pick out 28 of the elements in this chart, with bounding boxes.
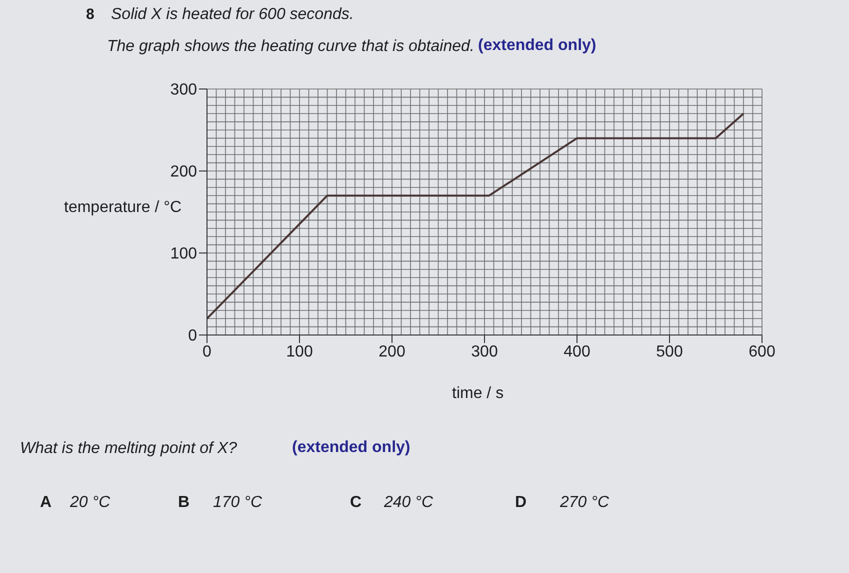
text: (extended only) [478,37,596,55]
x-tick-label: 600 [748,343,776,360]
chart-title: Solid X is heated for 600 seconds. [111,6,354,24]
x-tick-label: 300 [471,343,498,360]
x-axis-title: time / s [452,385,504,403]
text: 270 °C [560,494,610,512]
x-tick-label: 500 [656,343,683,360]
text: 240 °C [384,494,434,512]
text: What is the melting point of X? [20,440,237,458]
x-tick-label: 200 [378,343,406,360]
text: B [178,494,190,512]
chart-subtitle: The graph shows the heating curve that is obtained. [107,38,474,56]
text: 20 °C [70,494,110,512]
text: C [350,494,362,512]
y-tick-label: 0 [188,328,198,345]
text: 8 [86,6,94,23]
x-tick-label: 400 [564,343,590,360]
text: D [515,494,527,512]
y-axis-title: temperature / °C [64,199,182,217]
y-tick-label: 100 [170,246,198,263]
text: 170 °C [213,494,262,512]
y-tick-label: 200 [170,164,198,181]
text: A [40,494,52,512]
y-tick-label: 300 [170,82,198,99]
text: (extended only) [292,439,410,457]
line-series [207,112,744,320]
x-tick-label: 0 [202,343,212,360]
x-tick-label: 100 [286,343,313,360]
